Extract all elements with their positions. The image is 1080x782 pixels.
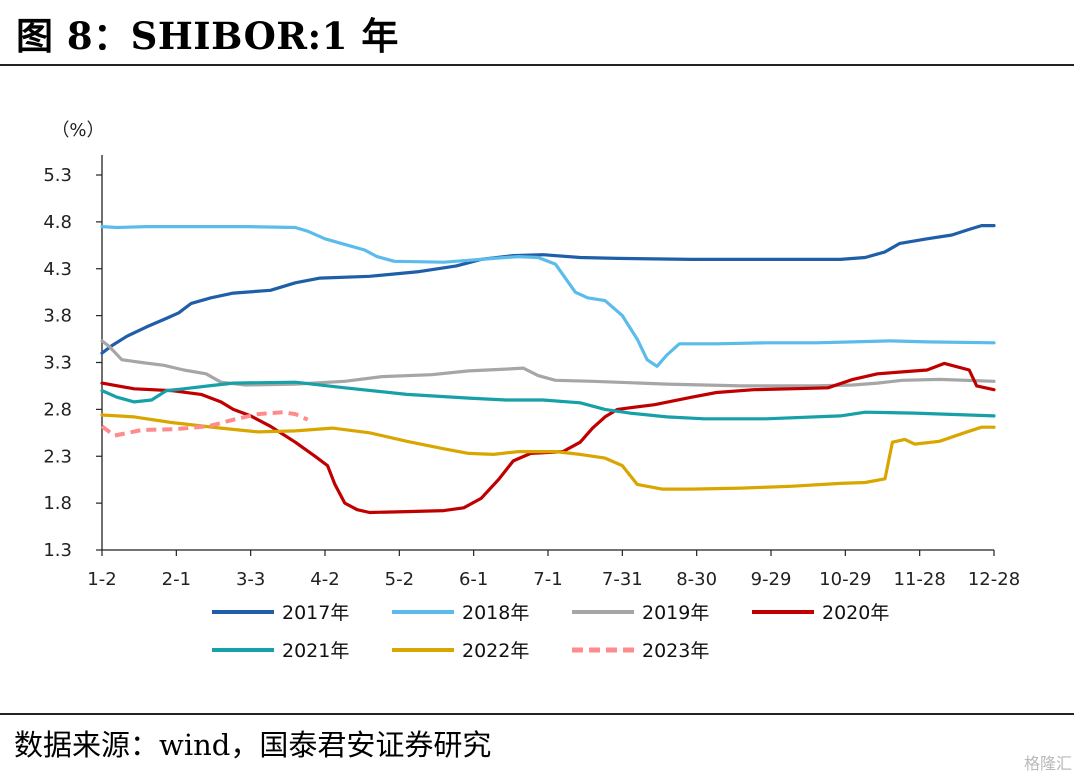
series-line-4 — [100, 361, 996, 515]
x-tick-label: 11-28 — [894, 569, 946, 590]
y-tick-label: 1.3 — [43, 540, 72, 561]
y-tick-label: 3.3 — [43, 353, 72, 374]
legend-label: 2022年 — [462, 640, 529, 662]
y-tick-label: 1.8 — [43, 493, 72, 514]
series-line-5 — [100, 380, 996, 421]
legend-label: 2021年 — [282, 640, 349, 662]
y-tick-label: 4.3 — [43, 259, 72, 280]
bottom-rule — [0, 713, 1074, 715]
series-line-2 — [100, 225, 996, 368]
y-tick-label: 2.3 — [43, 446, 72, 467]
legend-label: 2017年 — [282, 602, 349, 624]
x-tick-label: 9-29 — [751, 569, 792, 590]
y-tick-label: 5.3 — [43, 165, 72, 186]
line-chart: （%） 5.3 4.8 4.3 3.8 3.3 2.8 2.3 1.8 1.3 1-2 2-1 3-3 4… — [43, 120, 1020, 662]
x-tick-label: 1-2 — [87, 569, 116, 590]
series-line-1 — [100, 224, 996, 355]
x-tick-label: 6-1 — [459, 569, 488, 590]
x-tick-label: 4-2 — [310, 569, 339, 590]
y-tick-label: 2.8 — [43, 399, 72, 420]
y-unit-label: （%） — [51, 120, 104, 141]
series-line-6 — [100, 413, 996, 491]
x-tick-label: 7-31 — [602, 569, 643, 590]
x-tick-label: 10-29 — [819, 569, 871, 590]
x-tick-label: 2-1 — [162, 569, 191, 590]
series-line-3 — [100, 339, 996, 388]
y-tick-label: 4.8 — [43, 212, 72, 233]
source-note: 数据来源：wind，国泰君安证券研究 — [14, 728, 492, 762]
figure-title: 图 8：SHIBOR:1 年 — [16, 14, 399, 58]
x-tick-label: 12-28 — [968, 569, 1020, 590]
x-tick-label: 3-3 — [236, 569, 265, 590]
top-rule — [0, 64, 1074, 66]
watermark: 格隆汇 — [1023, 754, 1072, 773]
series-line-7 — [100, 410, 309, 438]
legend-label: 2020年 — [822, 602, 889, 624]
x-tick-label: 7-1 — [533, 569, 562, 590]
x-tick-label: 8-30 — [676, 569, 717, 590]
legend-label: 2023年 — [642, 640, 709, 662]
legend-label: 2019年 — [642, 602, 709, 624]
y-tick-label: 3.8 — [43, 306, 72, 327]
x-tick-label: 5-2 — [385, 569, 414, 590]
legend-label: 2018年 — [462, 602, 529, 624]
